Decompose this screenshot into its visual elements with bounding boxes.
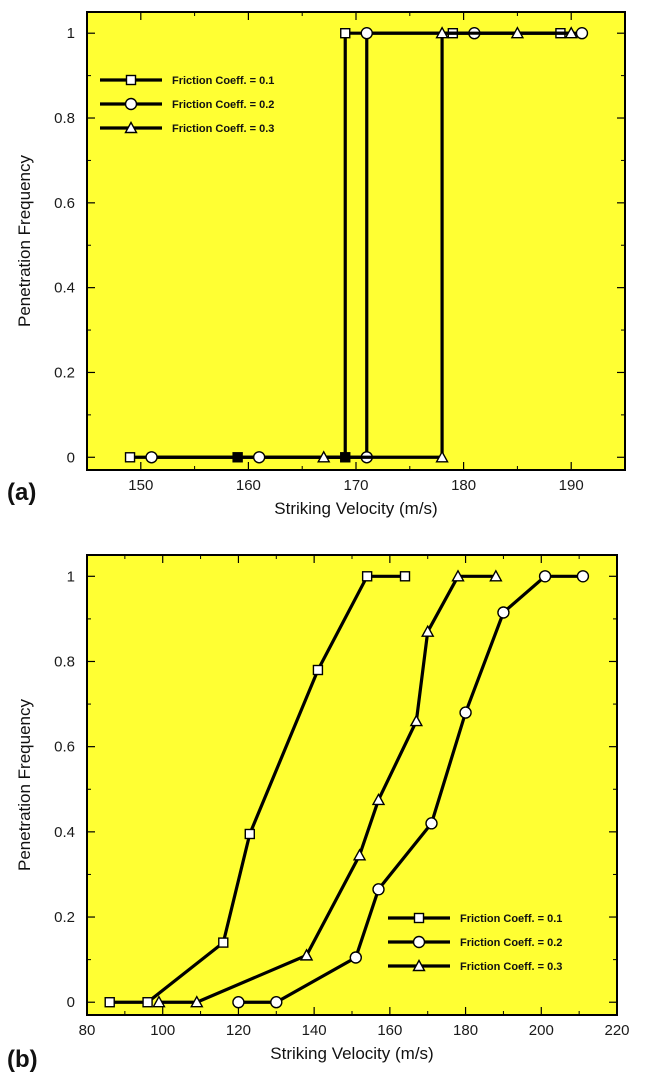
y-tick-label: 0.6: [54, 739, 75, 756]
data-point: [576, 570, 590, 583]
legend: Friction Coeff. = 0.1 Friction Coeff. = 0…: [388, 912, 562, 973]
data-point: [361, 571, 373, 582]
data-point: [510, 26, 525, 39]
series-circle: [232, 570, 590, 1009]
data-point: [451, 569, 465, 582]
y-tick-label: 0.2: [54, 909, 75, 926]
y-tick-label: 0.8: [54, 653, 75, 670]
data-point: [299, 948, 314, 961]
x-tick-label: 180: [453, 1022, 478, 1039]
data-point: [371, 792, 386, 806]
legend-marker: [412, 935, 426, 949]
data-point: [312, 664, 324, 676]
data-point: [124, 452, 136, 463]
data-point: [152, 995, 166, 1008]
data-point: [270, 996, 283, 1009]
data-point: [218, 937, 229, 948]
data-point: [104, 997, 115, 1008]
data-point: [489, 569, 503, 582]
y-tick-label: 0.4: [54, 824, 75, 841]
x-tick-label: 180: [451, 477, 476, 494]
y-tick-label: 0.8: [54, 110, 75, 127]
legend-marker: [124, 97, 138, 111]
data-point: [352, 848, 367, 861]
data-point: [142, 997, 153, 1008]
data-point: [435, 450, 449, 463]
y-tick-label: 1: [67, 25, 75, 42]
data-point: [497, 606, 510, 619]
panel-label: (b): [7, 1046, 38, 1073]
plot-frame: [86, 554, 618, 1016]
data-point: [399, 571, 411, 582]
x-tick-label: 170: [343, 477, 368, 494]
legend-entry: Friction Coeff. = 0.1: [460, 913, 562, 925]
plot-frame: [86, 11, 626, 471]
panel-label: (a): [7, 479, 36, 506]
y-tick-label: 0: [67, 994, 75, 1011]
legend-entry: Friction Coeff. = 0.3: [172, 123, 274, 135]
data-point: [409, 714, 424, 727]
plot-area: [87, 555, 617, 1015]
data-point: [340, 28, 351, 39]
x-axis-title: Striking Velocity (m/s): [274, 499, 437, 518]
data-point: [459, 706, 472, 719]
x-tick-label: 120: [226, 1022, 251, 1039]
y-tick-label: 0.2: [54, 364, 75, 381]
data-point: [575, 27, 589, 40]
data-point: [349, 951, 362, 964]
legend-marker: [125, 74, 137, 86]
legend-entry: Friction Coeff. = 0.2: [460, 937, 562, 949]
legend-marker: [413, 912, 425, 924]
legend-marker: [412, 959, 426, 972]
data-point: [421, 624, 435, 637]
plot-area: [87, 12, 625, 470]
y-tick-label: 0: [67, 449, 75, 466]
data-point: [244, 828, 255, 840]
x-axis-title: Striking Velocity (m/s): [270, 1044, 433, 1063]
y-tick-label: 0.6: [54, 195, 75, 212]
data-point: [317, 450, 331, 463]
legend-marker: [124, 121, 138, 134]
y-tick-label: 1: [67, 568, 75, 585]
y-axis-title: Penetration Frequency: [15, 699, 34, 871]
y-tick-label: 0.4: [54, 280, 75, 297]
legend-entry: Friction Coeff. = 0.2: [172, 99, 274, 111]
data-point: [538, 570, 552, 583]
data-point: [145, 451, 158, 464]
data-point: [564, 26, 578, 39]
data-point: [425, 817, 438, 830]
data-point: [232, 996, 245, 1009]
chart-a: 0 0.2 0.4 0.6 0.8 1 150 160 170 180 190 Friction Co…: [7, 11, 626, 518]
x-tick-label: 190: [559, 477, 584, 494]
data-point: [252, 451, 266, 464]
x-tick-label: 100: [150, 1022, 175, 1039]
data-point: [190, 995, 204, 1008]
x-tick-label: 80: [79, 1022, 96, 1039]
data-point: [360, 27, 373, 40]
x-tick-label: 160: [377, 1022, 402, 1039]
legend: Friction Coeff. = 0.1 Friction Coeff. = 0…: [100, 74, 274, 135]
series-triangle: [152, 569, 503, 1008]
x-tick-label: 200: [529, 1022, 554, 1039]
x-tick-label: 150: [128, 477, 153, 494]
legend-entry: Friction Coeff. = 0.3: [460, 961, 562, 973]
x-tick-label: 220: [604, 1022, 629, 1039]
x-tick-label: 140: [302, 1022, 327, 1039]
data-point: [435, 26, 449, 39]
series-square: [104, 571, 411, 1008]
data-point: [372, 883, 385, 896]
x-tick-label: 160: [236, 477, 261, 494]
series-triangle: [317, 26, 578, 463]
y-axis-title: Penetration Frequency: [15, 155, 34, 327]
legend-entry: Friction Coeff. = 0.1: [172, 75, 274, 87]
